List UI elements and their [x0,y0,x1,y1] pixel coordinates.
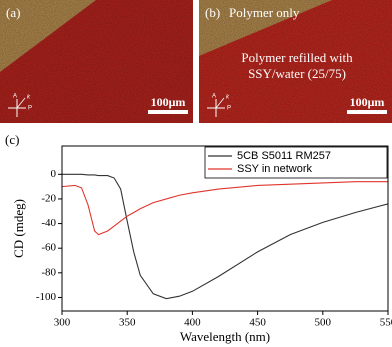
y-tick-label: -60 [41,242,56,254]
region-label: Polymer refilled with [241,50,353,65]
image-texture [199,0,392,123]
y-axis-label: CD (mdeg) [11,199,26,258]
axis-p: P [28,106,32,112]
scale-bar [148,110,188,114]
x-tick-label: 550 [380,317,392,329]
legend-label: 5CB S5011 RM257 [237,150,331,162]
axis-a: A [212,94,216,100]
panel-label: (a) [6,5,20,20]
panel-label: (b) [205,5,220,20]
panel-a [0,0,193,123]
plot-frame [61,145,389,312]
k-arrow [215,97,225,109]
scale-label: 100μm [350,95,385,109]
axis-k: k [226,95,230,101]
image-texture [0,0,193,123]
y-tick-label: -80 [41,266,56,278]
axis-p: P [227,106,231,112]
legend-box [204,146,388,179]
y-tick-label: 0 [51,168,57,180]
legend-label: SSY in network [237,163,313,175]
series-line [62,181,388,236]
x-tick-label: 400 [184,317,201,329]
x-tick-label: 450 [249,317,266,329]
axis-k: k [27,95,31,101]
panel-annotations: (a) 100μm A Pk (b) 100μm A Pk Polymer only Polyme… [6,5,387,117]
x-tick-label: 500 [315,317,332,329]
y-tick-label: -100 [36,291,57,303]
region-label: SSY/water (25/75) [248,66,346,81]
x-tick-label: 300 [54,317,71,329]
x-axis-label: Wavelength (nm) [180,329,270,344]
k-arrow [16,97,26,109]
panel-label: (c) [5,132,19,147]
scale-label: 100μm [151,95,186,109]
y-tick-label: -20 [41,192,56,204]
y-tick-label: -40 [41,217,56,229]
series-line [62,173,388,300]
panel-b [199,0,392,123]
chart: (c) 300 350 400 450 500 550 -100 -80 -60 -40 -20 0 Wa… [5,132,392,344]
region-label: Polymer only [229,5,300,20]
axis-a: A [13,94,17,100]
scale-bar [347,110,387,114]
x-tick-label: 350 [119,317,136,329]
